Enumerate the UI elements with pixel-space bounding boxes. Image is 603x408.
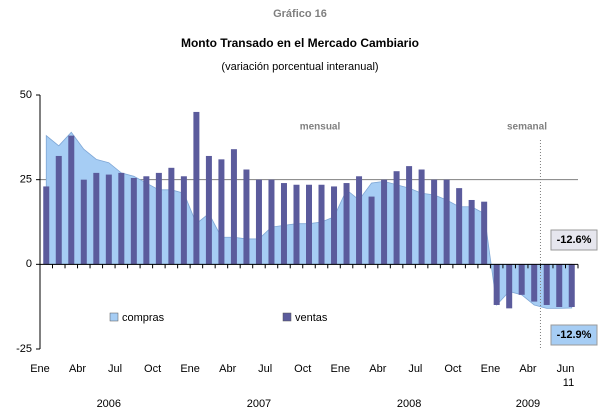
x-tick-label: Abr <box>219 363 236 375</box>
bar <box>255 179 262 265</box>
x-tick-label: Ene <box>330 363 350 375</box>
y-tick-label: 50 <box>20 89 32 101</box>
bar <box>243 169 250 265</box>
bar <box>443 179 450 265</box>
bar <box>468 199 475 265</box>
bar <box>568 264 575 308</box>
bar <box>381 179 388 265</box>
annotation: mensual <box>300 122 341 133</box>
bar <box>268 179 275 265</box>
annotation: semanal <box>507 122 547 133</box>
bar <box>43 186 50 265</box>
bar <box>306 184 312 265</box>
bar <box>93 172 100 265</box>
bar <box>205 155 212 265</box>
legend-label: ventas <box>295 312 328 324</box>
y-tick-label: 25 <box>20 174 32 186</box>
chart-supertitle: Gráfico 16 <box>273 8 327 20</box>
chart-subtitle: (variación porcentual interanual) <box>221 61 378 73</box>
x-tick-label: Jun 11 <box>557 363 575 389</box>
bar <box>531 264 538 302</box>
bar <box>193 111 200 265</box>
legend-label: compras <box>122 312 165 324</box>
value-label: -12.9% <box>557 329 592 341</box>
bar <box>343 183 350 265</box>
bar <box>105 174 112 265</box>
bar <box>406 166 413 265</box>
year-label: 2008 <box>397 398 421 408</box>
value-label: -12.6% <box>557 234 592 246</box>
legend-swatch <box>282 312 292 322</box>
bar <box>80 179 87 265</box>
bar <box>318 184 325 265</box>
x-tick-label: Oct <box>294 363 311 375</box>
x-tick-label: Ene <box>481 363 501 375</box>
year-label: 2006 <box>97 398 121 408</box>
bar <box>155 172 162 265</box>
bar <box>506 264 513 309</box>
x-tick-label: Oct <box>444 363 461 375</box>
bar <box>280 183 287 265</box>
value-label-box <box>550 229 598 251</box>
bar <box>543 264 550 305</box>
chart-title: Monto Transado en el Mercado Cambiario <box>181 36 419 50</box>
bar <box>143 176 150 265</box>
legend-swatch <box>109 312 119 322</box>
bar <box>118 172 125 265</box>
bar <box>180 176 187 265</box>
bar <box>431 179 438 265</box>
bar <box>518 264 525 295</box>
year-label: 2007 <box>247 398 271 408</box>
x-tick-label: Abr <box>69 363 86 375</box>
bar <box>68 135 75 265</box>
year-label: 2009 <box>516 398 540 408</box>
bar <box>493 264 500 305</box>
x-tick-label: Abr <box>369 363 386 375</box>
x-tick-label: Ene <box>180 363 200 375</box>
bar <box>130 177 137 265</box>
bar <box>331 186 338 265</box>
x-tick-label: Oct <box>144 363 161 375</box>
bar <box>393 171 400 265</box>
y-tick-label: 0 <box>26 258 32 270</box>
x-tick-label: Abr <box>519 363 536 375</box>
y-tick-label: -25 <box>16 343 32 355</box>
x-tick-label: Jul <box>108 363 122 375</box>
bar <box>556 264 563 308</box>
bar <box>218 159 225 265</box>
x-tick-label: Jul <box>408 363 422 375</box>
bar <box>418 169 425 265</box>
x-tick-label: Ene <box>30 363 50 375</box>
value-label-box <box>550 324 598 346</box>
bar <box>368 196 375 265</box>
bar <box>230 149 237 265</box>
bar <box>481 201 488 265</box>
bar <box>55 155 62 265</box>
bar <box>356 176 363 265</box>
x-tick-label: Jul <box>258 363 272 375</box>
bar <box>456 188 463 265</box>
bar <box>293 184 300 265</box>
bar <box>168 167 175 265</box>
